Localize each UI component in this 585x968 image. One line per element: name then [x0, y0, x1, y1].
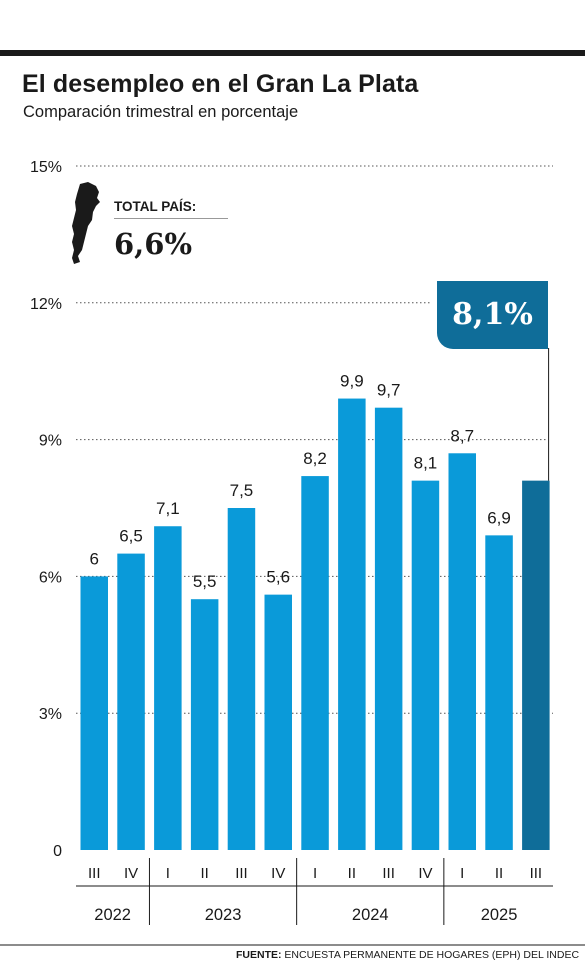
argentina-map-icon: [72, 182, 100, 264]
country-total-value: 6,6%: [114, 227, 193, 261]
data-label: 5,6: [266, 568, 290, 587]
bar: [117, 553, 145, 850]
y-tick-label: 15%: [30, 159, 62, 176]
x-tick-label: IV: [124, 865, 138, 882]
data-label: 8,7: [450, 426, 474, 445]
bar: [485, 535, 513, 850]
x-tick-label: III: [88, 865, 101, 882]
bar: [448, 453, 476, 850]
source-text: ENCUESTA PERMANENTE DE HOGARES (EPH) DEL…: [284, 949, 580, 961]
source-label: FUENTE:: [236, 949, 282, 961]
bar: [190, 599, 219, 850]
x-tick-label: III: [382, 865, 395, 882]
bar: [80, 576, 108, 850]
data-label: 6: [90, 549, 99, 568]
y-tick-label: 6%: [39, 569, 62, 586]
x-tick-label: I: [313, 865, 317, 882]
data-label: 9,7: [377, 381, 401, 400]
chart-subtitle: Comparación trimestral en porcentaje: [23, 103, 299, 121]
bar: [227, 508, 256, 850]
bar: [522, 480, 550, 850]
latest-value-callout: 8,1%: [437, 281, 548, 349]
top-rule: [0, 50, 585, 56]
data-label: 7,1: [156, 499, 180, 518]
data-label: 7,5: [230, 481, 254, 500]
bar: [338, 398, 366, 850]
x-tick-label: III: [530, 865, 543, 882]
data-label: 8,1: [414, 454, 438, 473]
data-label: 6,9: [487, 508, 511, 527]
data-label: 5,5: [193, 572, 217, 591]
x-tick-label: II: [200, 865, 208, 882]
x-tick-label: I: [166, 865, 170, 882]
y-tick-label: 9%: [39, 433, 62, 450]
year-label: 2024: [352, 906, 389, 924]
y-tick-label: 3%: [39, 706, 62, 723]
y-tick-label: 12%: [30, 296, 62, 313]
year-label: 2025: [481, 906, 518, 924]
bar: [374, 407, 403, 850]
chart-title: El desempleo en el Gran La Plata: [22, 70, 419, 98]
x-tick-label: III: [235, 865, 248, 882]
x-tick-label: IV: [418, 865, 432, 882]
year-label: 2023: [205, 906, 242, 924]
x-tick-label: II: [495, 865, 503, 882]
bar: [301, 476, 329, 850]
data-label: 8,2: [303, 449, 327, 468]
source-note: FUENTE: ENCUESTA PERMANENTE DE HOGARES (…: [0, 947, 585, 968]
country-total-callout: TOTAL PAÍS: 6,6%: [66, 182, 236, 272]
data-label: 9,9: [340, 372, 364, 391]
year-label: 2022: [94, 906, 131, 924]
x-tick-label: II: [348, 865, 356, 882]
x-tick-label: IV: [271, 865, 285, 882]
bar: [264, 594, 292, 850]
country-total-label: TOTAL PAÍS:: [114, 199, 228, 219]
bar: [411, 480, 440, 850]
x-tick-label: I: [460, 865, 464, 882]
data-label: 6,5: [119, 527, 143, 546]
y-tick-label: 0: [53, 843, 62, 860]
bar: [154, 526, 182, 850]
